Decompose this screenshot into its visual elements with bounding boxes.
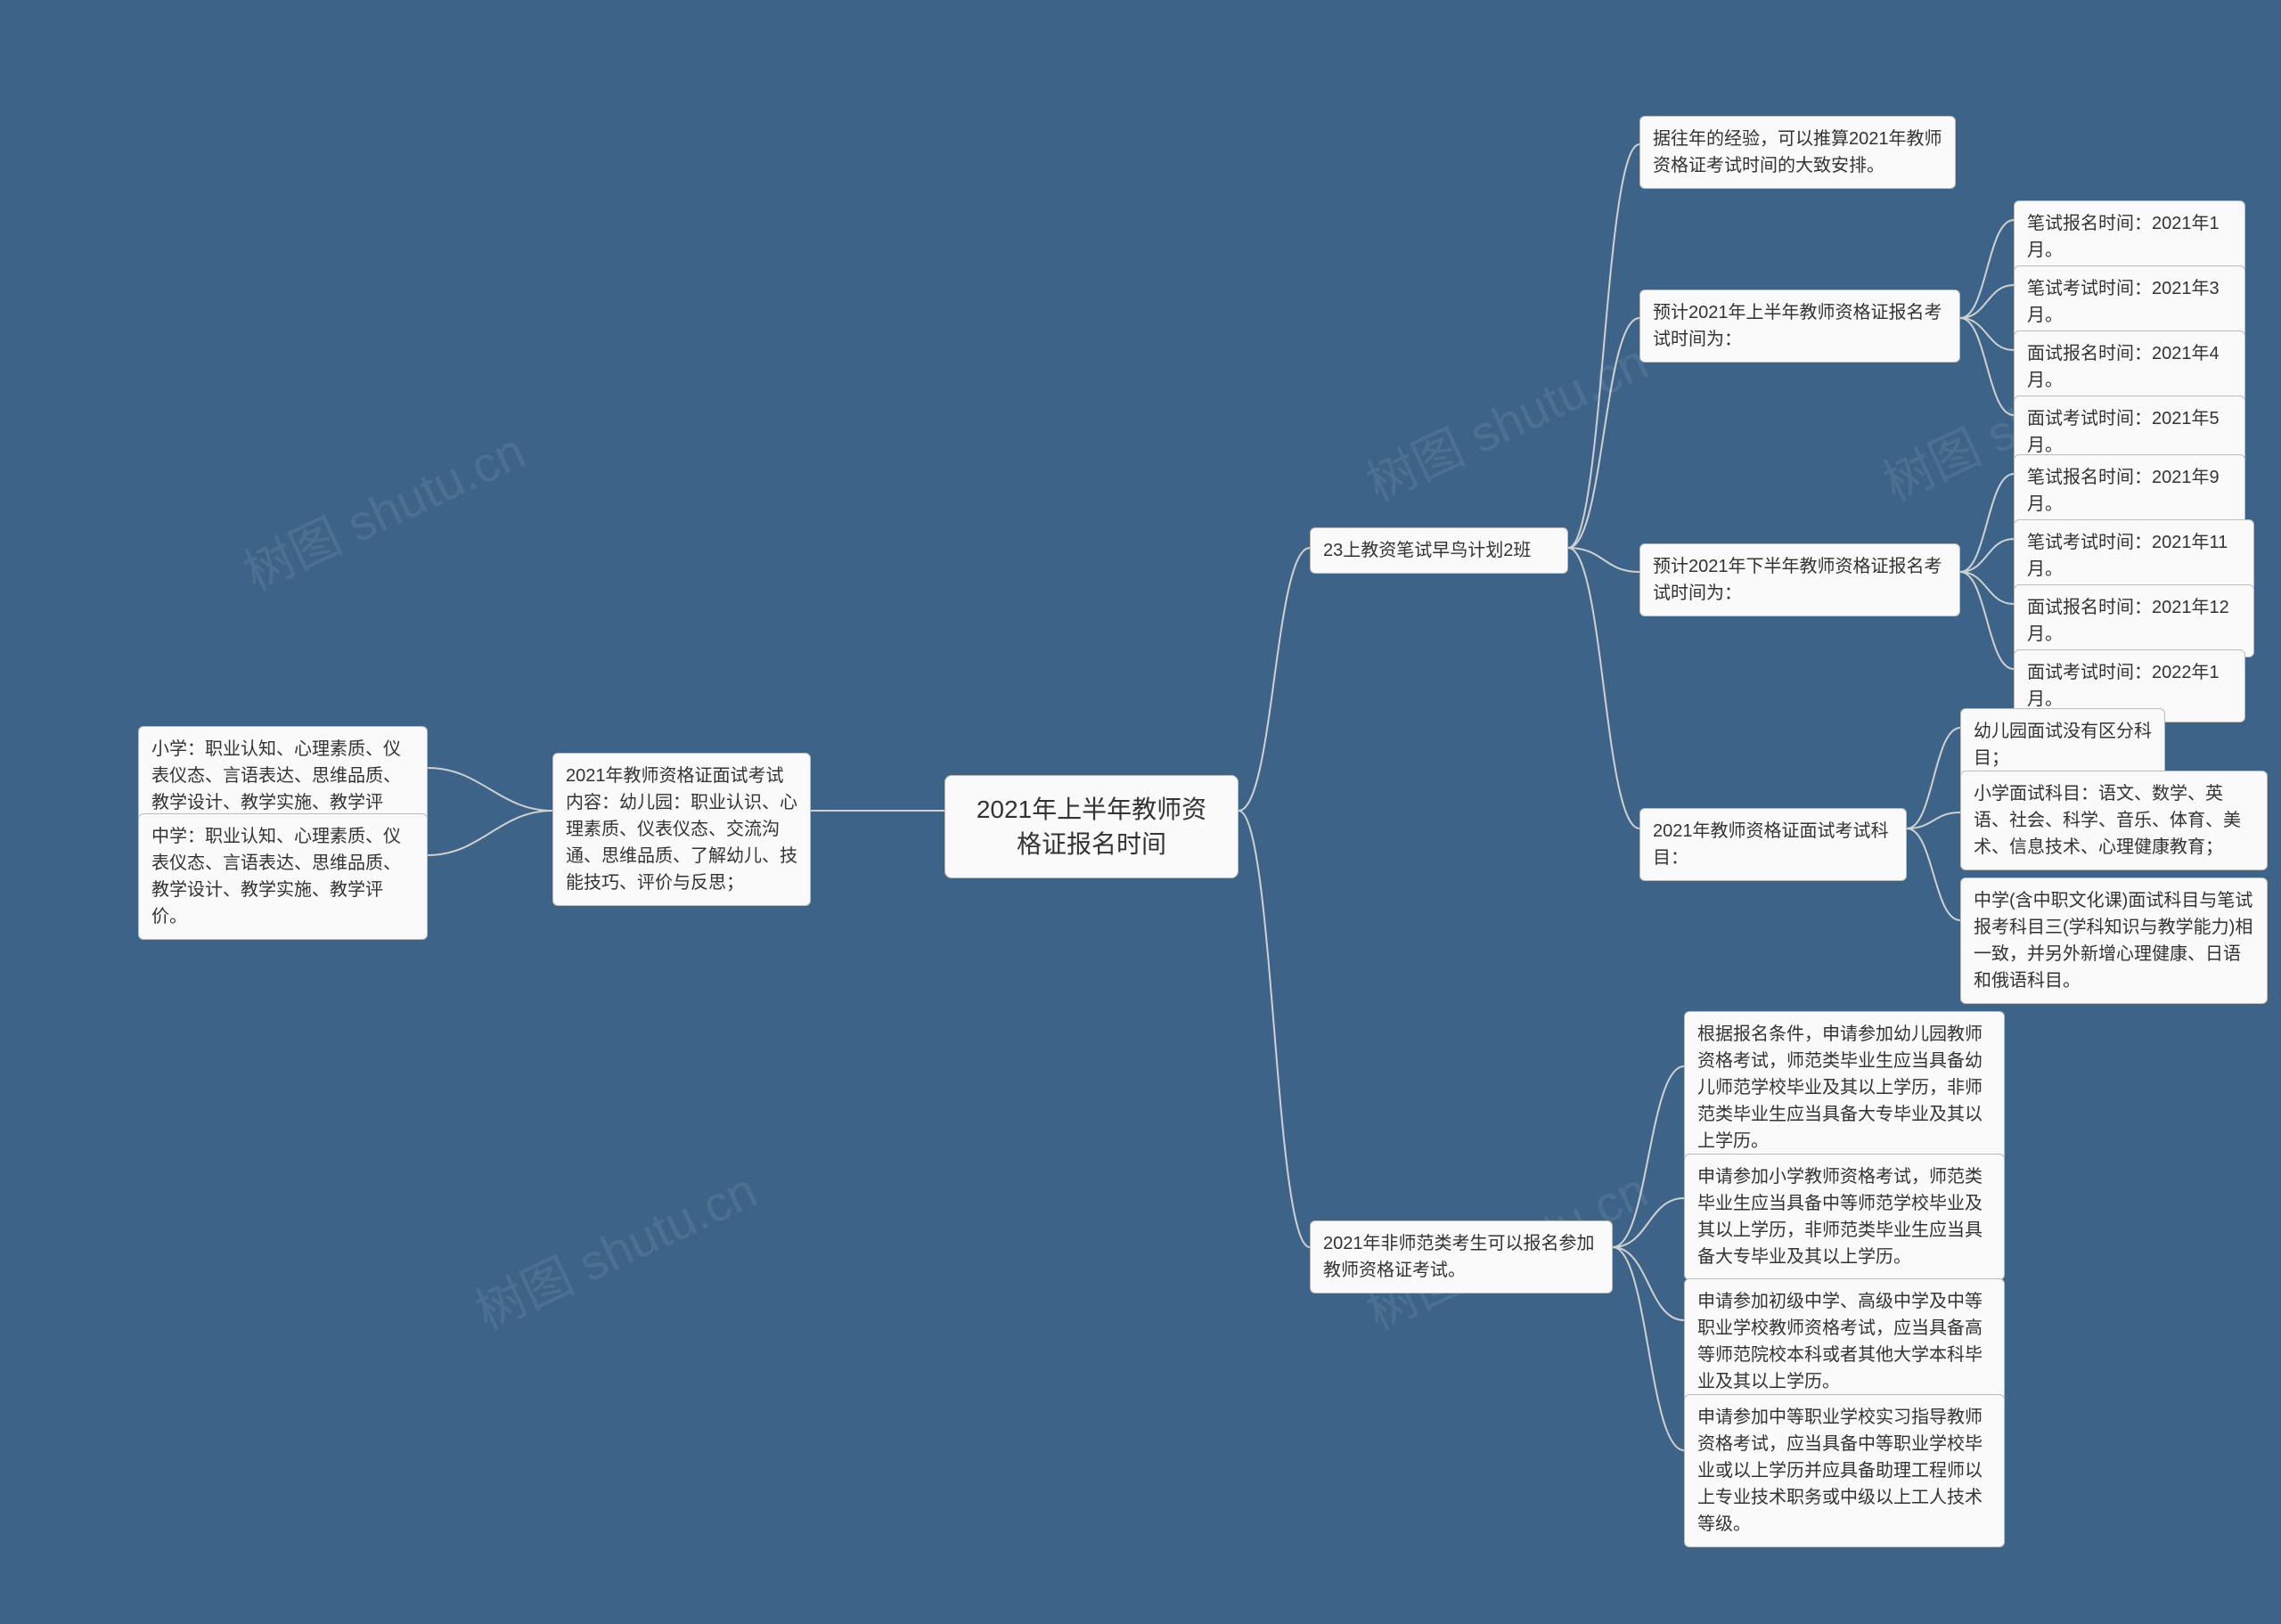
edge — [1568, 144, 1639, 548]
leaf-c2-g3[interactable]: 面试报名时间：2021年4月。 — [2014, 331, 2245, 404]
leaf-c3-g2[interactable]: 笔试考试时间：2021年11月。 — [2014, 519, 2254, 592]
right-b1-c3-second-half[interactable]: 预计2021年下半年教师资格证报名考试时间为： — [1639, 543, 1960, 616]
edge — [1960, 539, 2014, 572]
edge — [1907, 828, 1960, 920]
watermark: 树图 shutu.cn — [462, 1151, 767, 1344]
edge — [1960, 572, 2014, 669]
edge — [1613, 1198, 1684, 1247]
right-b2-c2[interactable]: 申请参加小学教师资格考试，师范类毕业生应当具备中等师范学校毕业及其以上学历，非师… — [1684, 1154, 2005, 1280]
root-node[interactable]: 2021年上半年教师资格证报名时间 — [944, 775, 1239, 878]
edge — [1239, 811, 1310, 1247]
edge — [1960, 474, 2014, 572]
edge — [1239, 548, 1310, 811]
right-b2-non-normal[interactable]: 2021年非师范类考生可以报名参加教师资格证考试。 — [1310, 1220, 1613, 1293]
right-b1-earlybird[interactable]: 23上教资笔试早鸟计划2班 — [1310, 527, 1568, 574]
watermark: 树图 shutu.cn — [1353, 322, 1658, 516]
right-b1-c2-first-half[interactable]: 预计2021年上半年教师资格证报名考试时间为： — [1639, 290, 1960, 363]
edge — [1613, 1247, 1684, 1450]
edge — [1907, 812, 1960, 828]
leaf-c4-g2[interactable]: 小学面试科目：语文、数学、英语、社会、科学、音乐、体育、美术、信息技术、心理健康… — [1960, 771, 2268, 870]
right-b1-c4-subjects[interactable]: 2021年教师资格证面试考试科目： — [1639, 808, 1907, 881]
edge — [1613, 1066, 1684, 1247]
edge — [1568, 548, 1639, 572]
edge — [428, 768, 552, 811]
edge — [1960, 318, 2014, 415]
right-b2-c3[interactable]: 申请参加初级中学、高级中学及中等职业学校教师资格考试，应当具备高等师范院校本科或… — [1684, 1278, 2005, 1405]
leaf-c3-g3[interactable]: 面试报名时间：2021年12月。 — [2014, 584, 2254, 657]
left-leaf-secondary[interactable]: 中学：职业认知、心理素质、仪表仪态、言语表达、思维品质、教学设计、教学实施、教学… — [138, 813, 428, 940]
watermark: 树图 shutu.cn — [231, 412, 536, 605]
leaf-c2-g1[interactable]: 笔试报名时间：2021年1月。 — [2014, 200, 2245, 273]
edge — [1907, 728, 1960, 828]
edge — [1568, 318, 1639, 548]
edge — [1960, 220, 2014, 318]
left-branch-interview-content[interactable]: 2021年教师资格证面试考试内容：幼儿园：职业认识、心理素质、仪表仪态、交流沟通… — [552, 753, 811, 906]
edge — [1960, 572, 2014, 604]
right-b2-c1[interactable]: 根据报名条件，申请参加幼儿园教师资格考试，师范类毕业生应当具备幼儿师范学校毕业及… — [1684, 1011, 2005, 1164]
right-b1-c1-experience[interactable]: 据往年的经验，可以推算2021年教师资格证考试时间的大致安排。 — [1639, 116, 1956, 189]
edge — [1613, 1247, 1684, 1320]
edge — [1960, 285, 2014, 318]
leaf-c4-g3[interactable]: 中学(含中职文化课)面试科目与笔试报考科目三(学科知识与教学能力)相一致，并另外… — [1960, 877, 2268, 1004]
leaf-c3-g1[interactable]: 笔试报名时间：2021年9月。 — [2014, 454, 2245, 527]
edge — [1568, 548, 1639, 828]
right-b2-c4[interactable]: 申请参加中等职业学校实习指导教师资格考试，应当具备中等职业学校毕业或以上学历并应… — [1684, 1394, 2005, 1547]
edge — [1960, 318, 2014, 350]
leaf-c2-g2[interactable]: 笔试考试时间：2021年3月。 — [2014, 265, 2245, 339]
edge — [428, 811, 552, 855]
